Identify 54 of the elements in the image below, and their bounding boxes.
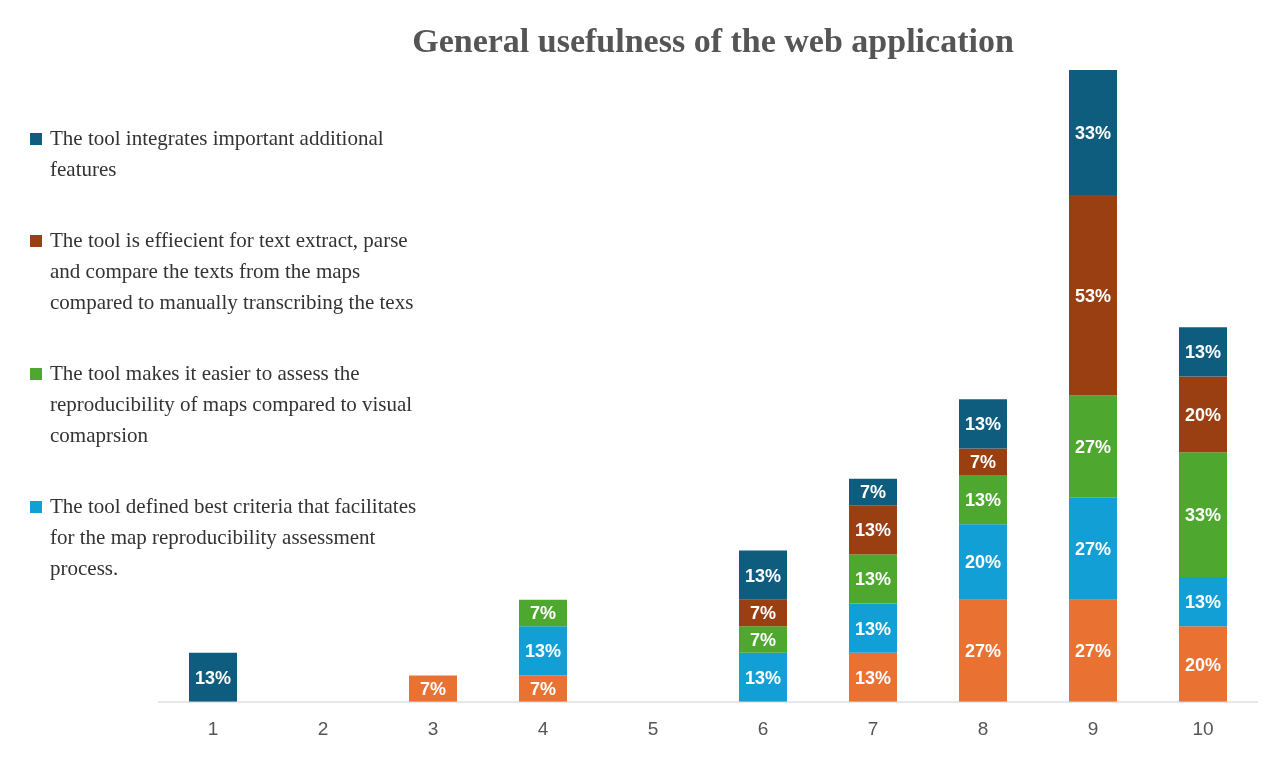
data-label: 13% <box>854 520 892 541</box>
bar <box>1069 395 1117 498</box>
data-label: 7% <box>529 603 557 624</box>
x-tick-label: 5 <box>647 718 659 740</box>
data-label: 13% <box>964 489 1002 510</box>
bar <box>959 524 1007 600</box>
data-label: 7% <box>859 482 887 503</box>
data-label: 13% <box>1184 342 1222 363</box>
bar <box>959 599 1007 702</box>
data-label: 13% <box>744 667 782 688</box>
data-label: 13% <box>744 565 782 586</box>
data-label: 7% <box>749 629 777 650</box>
x-tick-label: 4 <box>537 718 549 740</box>
legend-label: The tool integrates important additional features <box>49 125 385 183</box>
bar <box>1179 626 1227 702</box>
data-label: 13% <box>854 667 892 688</box>
data-label: 7% <box>969 452 997 473</box>
bar <box>1069 70 1117 195</box>
x-tick-label: 3 <box>427 718 439 740</box>
legend-label: The tool makes it easier to assess the reproducibility of maps compared to visual comaprsion <box>49 360 414 449</box>
data-label: 20% <box>964 552 1002 573</box>
chart-title: General usefulness of the web application <box>411 22 1015 60</box>
data-label: 13% <box>524 641 562 662</box>
x-tick-label: 9 <box>1087 718 1099 740</box>
legend-label: The tool defined best criteria that facilitates for the map reproducibility assessment process. <box>49 493 418 582</box>
x-tick-label: 2 <box>317 718 329 740</box>
data-label: 20% <box>1184 654 1222 675</box>
x-tick-label: 1 <box>207 718 219 740</box>
data-label: 27% <box>964 641 1002 662</box>
data-label: 7% <box>419 679 447 700</box>
data-label: 53% <box>1074 285 1112 306</box>
data-label: 13% <box>1184 592 1222 613</box>
data-label: 13% <box>854 569 892 590</box>
bar <box>1069 599 1117 702</box>
bar <box>1179 376 1227 453</box>
x-tick-label: 8 <box>977 718 989 740</box>
data-label: 13% <box>964 414 1002 435</box>
data-label: 27% <box>1074 539 1112 560</box>
data-label: 27% <box>1074 436 1112 457</box>
data-label: 13% <box>194 667 232 688</box>
x-tick-label: 10 <box>1192 718 1214 740</box>
data-label: 20% <box>1184 404 1222 425</box>
data-label: 13% <box>854 618 892 639</box>
legend-label: The tool is effiecient for text extract, parse and compare the texts from the maps compared to manually transcribing the texs <box>49 227 415 316</box>
x-tick-label: 7 <box>867 718 879 740</box>
bar <box>1179 452 1227 578</box>
x-tick-label: 6 <box>757 718 769 740</box>
data-label: 7% <box>529 679 557 700</box>
data-label: 33% <box>1074 122 1112 143</box>
data-label: 7% <box>749 603 777 624</box>
data-label: 33% <box>1184 505 1222 526</box>
data-label: 27% <box>1074 641 1112 662</box>
bar <box>1069 497 1117 600</box>
bar <box>1069 194 1117 396</box>
